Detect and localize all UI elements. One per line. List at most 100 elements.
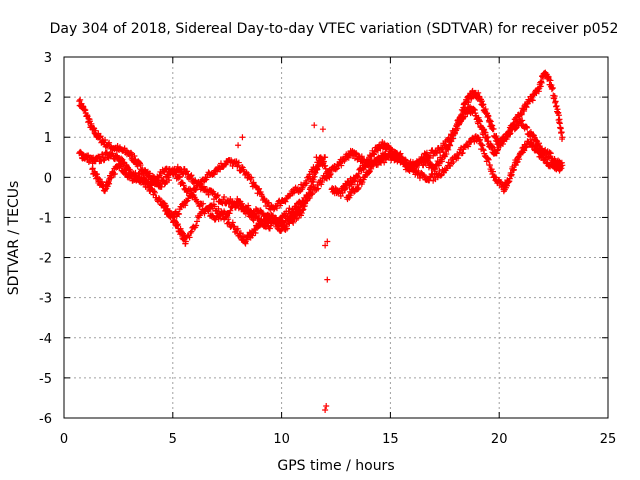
- data-point: [237, 167, 244, 174]
- data-point: [106, 139, 113, 146]
- data-point: [434, 150, 441, 157]
- data-point: [148, 181, 155, 188]
- data-point: [391, 149, 398, 156]
- data-point: [465, 143, 472, 150]
- data-point: [427, 160, 434, 167]
- data-point: [298, 210, 305, 217]
- data-point: [316, 161, 323, 168]
- data-point: [521, 108, 528, 115]
- data-point: [193, 186, 200, 193]
- data-point: [186, 234, 193, 241]
- data-point: [327, 171, 334, 178]
- data-point: [268, 212, 275, 219]
- data-point: [489, 143, 496, 150]
- data-point: [361, 162, 368, 169]
- data-point: [338, 162, 345, 169]
- data-point: [327, 170, 334, 177]
- data-point: [158, 174, 165, 181]
- data-point: [479, 142, 486, 149]
- data-point: [108, 150, 115, 157]
- data-point: [313, 154, 320, 161]
- data-point: [523, 104, 530, 111]
- data-point: [239, 134, 246, 141]
- data-point: [486, 117, 493, 124]
- data-point: [546, 76, 553, 83]
- data-point: [146, 170, 153, 177]
- data-point: [397, 150, 404, 157]
- data-point: [238, 200, 245, 207]
- data-point: [96, 134, 103, 141]
- data-point: [366, 157, 373, 164]
- data-point: [279, 218, 286, 225]
- data-point: [319, 126, 326, 133]
- data-point: [227, 207, 234, 214]
- data-point: [355, 170, 362, 177]
- x-tick-label: 20: [491, 432, 508, 447]
- data-point: [187, 229, 194, 236]
- data-point: [465, 99, 472, 106]
- data-point: [493, 174, 500, 181]
- data-point: [358, 153, 365, 160]
- data-point: [180, 182, 187, 189]
- y-tick-labels: 3 2 1 0 -1 -2 -3 -4 -5 -6: [39, 51, 52, 427]
- data-point: [371, 151, 378, 158]
- data-point: [211, 203, 218, 210]
- data-point: [542, 156, 549, 163]
- data-point: [200, 200, 207, 207]
- data-point: [220, 210, 227, 217]
- data-point: [398, 154, 405, 161]
- data-point: [151, 189, 158, 196]
- data-point: [320, 158, 327, 165]
- data-point: [303, 180, 310, 187]
- data-point: [445, 146, 452, 153]
- data-point: [184, 168, 191, 175]
- data-point: [521, 147, 528, 154]
- data-point: [494, 147, 501, 154]
- data-point: [371, 157, 378, 164]
- data-point: [443, 145, 450, 152]
- data-point: [341, 157, 348, 164]
- data-point: [284, 213, 291, 220]
- x-tick-label: 0: [60, 432, 68, 447]
- data-point: [176, 173, 183, 180]
- data-point: [523, 123, 530, 130]
- data-point: [155, 195, 162, 202]
- data-point: [493, 133, 500, 140]
- data-point: [559, 134, 566, 141]
- data-point: [480, 147, 487, 154]
- data-point: [252, 229, 259, 236]
- data-point: [86, 118, 93, 125]
- data-point: [251, 227, 258, 234]
- data-point: [273, 205, 280, 212]
- data-point: [230, 223, 237, 230]
- x-tick-label: 10: [273, 432, 290, 447]
- y-tick-label: -6: [39, 412, 52, 427]
- data-point: [322, 242, 329, 249]
- data-point: [284, 225, 291, 232]
- data-point: [381, 140, 388, 147]
- data-point: [478, 141, 485, 148]
- data-point: [165, 174, 172, 181]
- data-point: [235, 162, 242, 169]
- data-point: [270, 215, 277, 222]
- data-point: [152, 180, 159, 187]
- data-point: [421, 173, 428, 180]
- data-point: [176, 211, 183, 218]
- data-point: [131, 152, 138, 159]
- data-point: [188, 228, 195, 235]
- data-point: [342, 185, 349, 192]
- data-point: [549, 85, 556, 92]
- data-point: [547, 77, 554, 84]
- data-point: [354, 181, 361, 188]
- data-point: [508, 171, 515, 178]
- x-tick-labels: 0 5 10 15 20 25: [60, 432, 616, 447]
- data-point: [538, 79, 545, 86]
- data-point: [555, 112, 562, 119]
- data-point: [182, 202, 189, 209]
- y-tick-label: 3: [44, 51, 52, 66]
- data-point: [455, 155, 462, 162]
- data-point: [117, 162, 124, 169]
- data-point: [489, 168, 496, 175]
- data-point: [416, 175, 423, 182]
